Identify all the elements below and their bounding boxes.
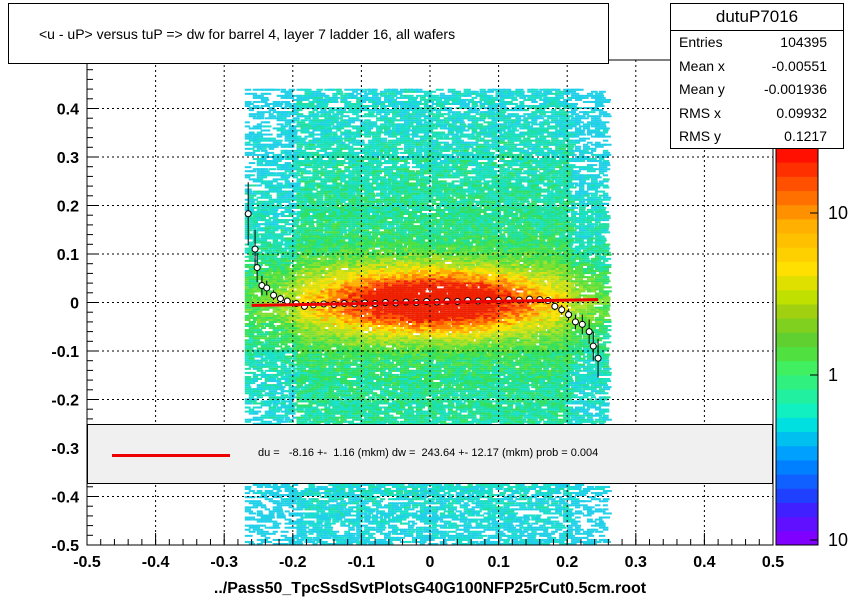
profile-point <box>571 318 579 326</box>
colorbar-segment <box>776 346 818 362</box>
y-tick-label: 0.1 <box>57 247 79 264</box>
colorbar-segment <box>776 275 818 291</box>
stats-row-mean-x: Mean x -0.00551 <box>671 55 843 79</box>
colorbar-segment <box>776 148 818 163</box>
stats-key: Entries <box>679 34 723 50</box>
profile-point <box>551 302 559 310</box>
colorbar-segment <box>776 332 818 347</box>
y-tick-label: -0.2 <box>51 393 79 410</box>
x-tick-label: -0.5 <box>73 554 101 571</box>
y-tick-label: -0.4 <box>51 490 79 507</box>
profile-point <box>283 297 291 305</box>
profile-point <box>589 342 597 350</box>
y-tick-label: 0.3 <box>57 150 79 167</box>
colorbar-segment <box>776 403 818 418</box>
x-axis-label: ../Pass50_TpcSsdSvtPlotsG40G100NFP25rCut… <box>213 580 647 597</box>
profile-point <box>594 354 602 362</box>
colorbar-segment <box>776 530 818 546</box>
profile-point <box>251 245 259 253</box>
chart-title-box: <u - uP> versus tuP => dw for barrel 4, … <box>8 3 609 64</box>
y-tick-label: 0.2 <box>57 199 79 216</box>
stats-row-rms-x: RMS x 0.09932 <box>671 102 843 126</box>
colorbar-segment <box>776 218 818 234</box>
legend-fit-text: du = -8.16 +- 1.16 (mkm) dw = 243.64 +- … <box>258 447 599 459</box>
chart-title: <u - uP> versus tuP => dw for barrel 4, … <box>39 25 456 42</box>
colorbar-tick-label: 10 <box>828 203 848 223</box>
profile-point <box>565 311 573 319</box>
stats-key: RMS y <box>679 128 721 144</box>
colorbar-segment <box>776 417 818 433</box>
colorbar-segment <box>776 247 818 262</box>
profile-point <box>558 306 566 314</box>
x-tick-label: -0.3 <box>210 554 238 571</box>
colorbar-segment <box>776 204 818 220</box>
colorbar-segment <box>776 431 818 447</box>
colorbar-segment <box>776 360 818 376</box>
stats-value: 104395 <box>780 34 827 50</box>
colorbar-segment <box>776 374 818 390</box>
colorbar-segment <box>776 261 818 277</box>
x-tick-label: 0.1 <box>487 554 509 571</box>
profile-point <box>253 264 261 272</box>
y-tick-label: -0.1 <box>51 344 79 361</box>
x-tick-label: 0.3 <box>625 554 647 571</box>
x-tick-label: 0 <box>426 554 435 571</box>
colorbar-segment <box>776 190 818 206</box>
profile-point <box>276 295 284 303</box>
colorbar-tick-label: 10 <box>828 530 848 550</box>
x-tick-label: -0.4 <box>142 554 170 571</box>
colorbar-segment <box>776 303 818 319</box>
legend-fit-line-swatch <box>112 454 230 457</box>
x-tick-label: 0.5 <box>762 554 784 571</box>
stats-row-mean-y: Mean y -0.001936 <box>671 78 843 102</box>
stats-value: -0.001936 <box>763 81 827 97</box>
colorbar-segment <box>776 445 818 461</box>
colorbar-segment <box>776 176 818 192</box>
colorbar-segment <box>776 474 818 489</box>
stats-histogram-name: dutuP7016 <box>671 4 843 31</box>
fit-line <box>251 298 599 307</box>
colorbar-segment <box>776 502 818 518</box>
y-tick-label: 0 <box>70 296 79 313</box>
y-tick-label: -0.5 <box>51 538 79 555</box>
stats-row-entries: Entries 104395 <box>671 31 843 55</box>
colorbar-segment <box>776 488 818 503</box>
profile-point <box>578 320 586 328</box>
profile-point <box>263 284 271 292</box>
profile-point <box>585 328 593 336</box>
x-tick-label: 0.2 <box>556 554 578 571</box>
colorbar-tick-label: 1 <box>828 365 838 385</box>
stats-key: RMS x <box>679 104 721 121</box>
colorbar-segment <box>776 516 818 532</box>
x-tick-label: -0.1 <box>348 554 376 571</box>
profile-point <box>270 291 278 299</box>
x-tick-label: -0.2 <box>279 554 307 571</box>
stats-box: dutuP7016 Entries 104395 Mean x -0.00551… <box>670 3 844 149</box>
stats-key: Mean x <box>679 57 725 74</box>
colorbar-segment <box>776 233 818 248</box>
stats-key: Mean y <box>679 81 725 97</box>
stats-value: -0.00551 <box>771 57 827 74</box>
stats-value: 0.1217 <box>784 128 827 144</box>
stats-row-rms-y: RMS y 0.1217 <box>671 125 843 149</box>
colorbar-segment <box>776 289 818 305</box>
colorbar-segment <box>776 162 818 177</box>
x-tick-label: 0.4 <box>693 554 715 571</box>
fit-legend: du = -8.16 +- 1.16 (mkm) dw = 243.64 +- … <box>87 424 773 484</box>
colorbar-segment <box>776 318 818 333</box>
profile-point <box>244 210 252 218</box>
colorbar-segment <box>776 459 818 475</box>
colorbar-segment <box>776 389 818 404</box>
y-tick-label: -0.3 <box>51 441 79 458</box>
stats-value: 0.09932 <box>776 104 827 121</box>
y-tick-label: 0.4 <box>57 102 79 119</box>
